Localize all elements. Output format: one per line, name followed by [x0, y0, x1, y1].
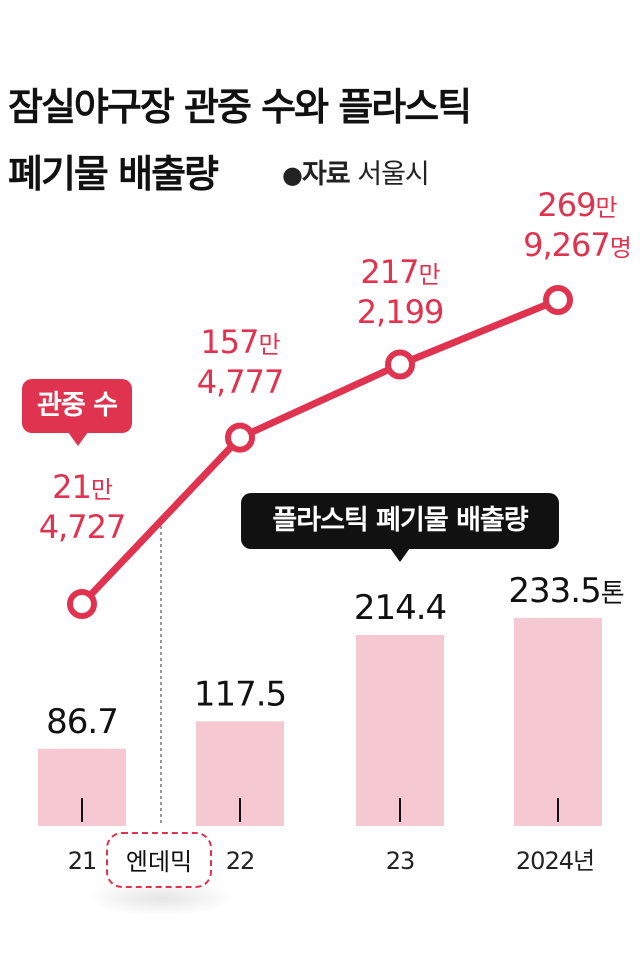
- waste-bar: [514, 618, 602, 826]
- waste-data-label: 233.5톤: [508, 571, 623, 611]
- waste-data-label: 214.4: [354, 588, 446, 628]
- source-credit: ●자료 서울시: [282, 152, 430, 191]
- attendance-point: [225, 422, 255, 453]
- attendance-label-bottom: 4,777: [197, 363, 284, 401]
- endemic-annotation: 엔데믹: [106, 832, 212, 888]
- attendance-label-bottom: 9,267명: [523, 226, 631, 264]
- attendance-line: [78, 296, 562, 608]
- source-label: 자료: [301, 159, 351, 190]
- attendance-label-bottom: 4,727: [39, 508, 126, 546]
- attendance-point: [67, 589, 97, 619]
- source-org: 서울시: [357, 159, 430, 190]
- attendance-label-top: 157만: [200, 323, 280, 361]
- attendance-label-top: 21만: [52, 468, 113, 506]
- bullet-icon: ●: [282, 161, 303, 189]
- chart-title-line1: 잠실야구장 관중 수와 플라스틱: [8, 85, 472, 129]
- attendance-label-bottom: 2,199: [357, 293, 444, 331]
- x-tick-label: 22: [226, 847, 255, 875]
- legend-attendance-pointer: [68, 432, 88, 446]
- x-tick-label: 2024년: [516, 847, 594, 875]
- waste-data-label: 117.5: [194, 674, 286, 714]
- attendance-point: [543, 285, 573, 315]
- attendance-label-top: 217만: [360, 253, 440, 291]
- legend-attendance-badge: 관중 수: [22, 379, 132, 433]
- waste-bar: [356, 635, 444, 826]
- attendance-label-top: 269만: [537, 186, 617, 224]
- x-tick-label: 21: [68, 847, 97, 875]
- waste-data-label: 86.7: [46, 702, 118, 742]
- attendance-point: [385, 349, 415, 380]
- chart-title-line2: 폐기물 배출량: [8, 152, 219, 196]
- legend-waste-badge: 플라스틱 폐기물 배출량: [241, 493, 559, 549]
- legend-waste-pointer: [390, 548, 410, 562]
- x-tick-label: 23: [386, 847, 415, 875]
